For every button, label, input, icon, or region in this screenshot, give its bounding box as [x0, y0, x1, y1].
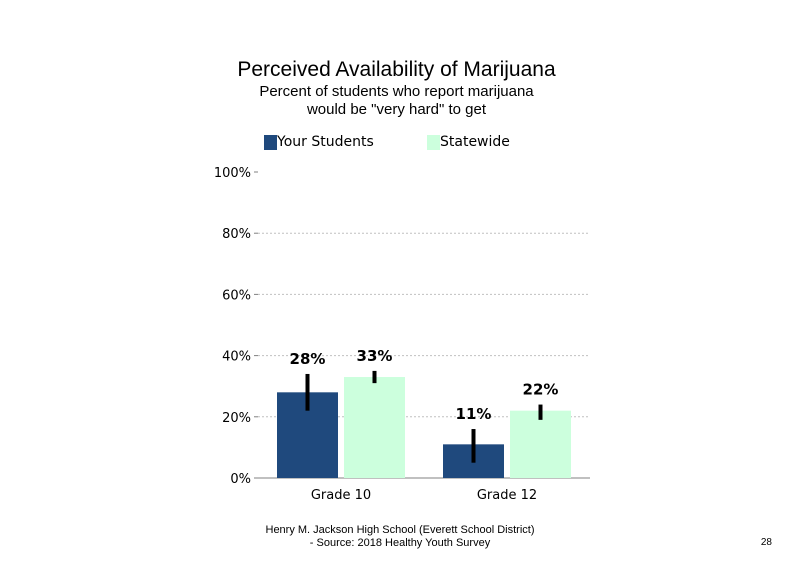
y-tick-label: 100%: [214, 166, 251, 181]
data-label: 33%: [357, 347, 393, 365]
subtitle-line-2: would be "very hard" to get: [306, 101, 487, 118]
y-tick-label: 60%: [222, 288, 251, 303]
x-category-label: Grade 12: [477, 488, 537, 503]
data-label: 22%: [523, 381, 559, 399]
legend-label-statewide: Statewide: [440, 134, 510, 150]
bar-statewide: [510, 410, 571, 478]
data-label: 28%: [290, 350, 326, 368]
data-label: 11%: [456, 405, 492, 423]
subtitle-line-1: Percent of students who report marijuana: [259, 83, 534, 100]
legend-label-your-students: Your Students: [277, 134, 374, 150]
y-tick-label: 20%: [222, 411, 251, 426]
footer-source: - Source: 2018 Healthy Youth Survey: [309, 537, 491, 549]
y-tick-label: 80%: [222, 227, 251, 242]
footer-school: Henry M. Jackson High School (Everett Sc…: [265, 524, 535, 536]
legend-swatch-your-students: [264, 134, 277, 150]
page-number: 28: [760, 537, 772, 548]
legend-swatch-statewide: [427, 134, 440, 150]
bar-statewide: [344, 377, 405, 478]
legend-item-statewide: Statewide: [427, 134, 510, 150]
legend-item-your-students: Your Students: [264, 134, 374, 150]
chart-subtitle: Percent of students who report marijuana…: [0, 83, 793, 119]
y-tick-label: 40%: [222, 350, 251, 365]
source-footer: Henry M. Jackson High School (Everett Sc…: [230, 524, 570, 550]
y-tick-label: 0%: [230, 472, 251, 487]
x-category-label: Grade 10: [311, 488, 371, 503]
chart-title: Perceived Availability of Marijuana: [237, 58, 556, 81]
